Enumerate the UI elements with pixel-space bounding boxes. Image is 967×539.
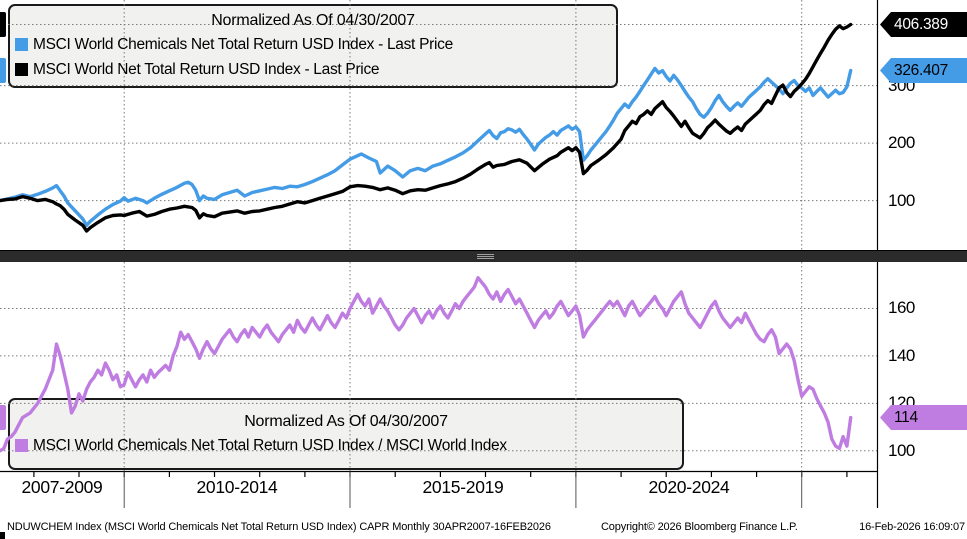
x-axis-section-label: 2007-2009 [21,477,103,497]
y-axis-tick-label: 200 [888,133,915,152]
y-axis-tick-label: 100 [888,191,915,210]
status-bar: NDUWCHEM Index (MSCI World Chemicals Net… [0,517,967,539]
x-axis-section-label: 2020-2024 [648,477,730,497]
x-axis-section-label: 2015-2019 [422,477,504,497]
y-axis-tick-label: 100 [888,441,915,460]
bottom-panel-plot-area[interactable] [0,262,877,471]
separator-drag-handle-icon[interactable] [477,254,494,260]
ratio-last-price-badge: 114 [880,405,967,430]
status-ticker-info: NDUWCHEM Index (MSCI World Chemicals Net… [7,521,551,533]
panel-separator-bar[interactable] [0,250,967,262]
screen-corner-mark [0,532,5,539]
status-datetime: 16-Feb-2026 16:09:07 [859,521,965,533]
chemicals-last-price-badge: 326.407 [880,58,967,83]
y-axis-tick-label: 140 [888,346,915,365]
x-axis-section-label: 2010-2014 [196,477,278,497]
world-last-price-badge: 406.389 [880,12,967,37]
top-panel-plot-area[interactable] [0,0,877,250]
status-copyright: Copyright© 2026 Bloomberg Finance L.P. [601,521,798,533]
y-axis-tick-label: 160 [888,298,915,317]
